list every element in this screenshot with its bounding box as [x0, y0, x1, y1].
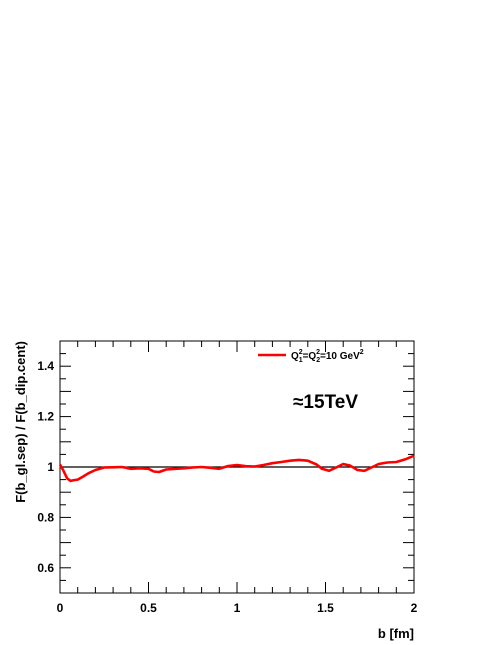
- x-tick-label: 1.5: [317, 601, 334, 615]
- legend-label: Q12=Q22=10 GeV2: [291, 349, 364, 364]
- legend-q2: =Q: [303, 351, 317, 362]
- legend-sub-1: 1: [299, 357, 303, 364]
- legend-q1: Q: [291, 351, 299, 362]
- x-tick-label: 1: [234, 601, 241, 615]
- ticks-layer: 0 0.5 1 1.5 2 0.6 0.8 1 1.2 1.4: [37, 340, 418, 615]
- series-line: [58, 454, 415, 483]
- legend-sup-3: 2: [360, 349, 364, 356]
- y-tick-label: 1.4: [37, 359, 54, 373]
- energy-annotation: ≈15TeV: [293, 392, 358, 413]
- x-tick-label: 2: [411, 601, 418, 615]
- y-tick-label: 0.8: [37, 510, 54, 524]
- y-axis-title: F(b_gl.sep) / F(b_dip.cent): [13, 341, 28, 503]
- legend-sub-2: 2: [316, 357, 320, 364]
- y-tick-label: 1.2: [37, 410, 54, 424]
- x-tick-label: 0: [57, 601, 64, 615]
- x-tick-label: 0.5: [140, 601, 157, 615]
- x-axis-title: b [fm]: [378, 626, 414, 641]
- y-tick-label: 0.6: [37, 561, 54, 575]
- legend-energy: =10 GeV: [320, 351, 360, 362]
- legend: Q12=Q22=10 GeV2: [258, 349, 364, 364]
- legend-sup-1: 2: [299, 349, 303, 356]
- y-tick-label: 1: [47, 460, 54, 474]
- legend-sup-2: 2: [316, 349, 320, 356]
